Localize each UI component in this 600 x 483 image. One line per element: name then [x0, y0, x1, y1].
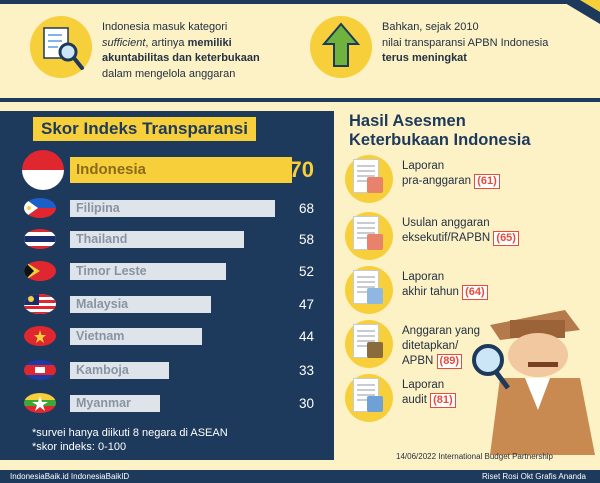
- score-bar: [70, 362, 169, 379]
- assessment-text: Anggaran yang ditetapkan/APBN (89): [402, 325, 481, 369]
- flag-icon: [24, 294, 56, 314]
- flag-icon: [24, 393, 56, 413]
- assessment-item: Laporan akhir tahun (64): [345, 266, 525, 316]
- document-icon: [345, 266, 393, 314]
- country-label: Filipina: [76, 201, 120, 215]
- country-label: Thailand: [76, 232, 128, 246]
- assessment-item: Anggaran yang ditetapkan/APBN (89): [345, 320, 525, 370]
- assessment-score: (81): [430, 393, 456, 408]
- info-card-increasing: Bahkan, sejak 2010 nilai transparansi AP…: [310, 16, 590, 78]
- flag-icon: [24, 360, 56, 380]
- document-icon: [345, 212, 393, 260]
- info-text-accountability: Indonesia masuk kategori sufficient, art…: [102, 21, 260, 80]
- score-row-malaysia: Malaysia 47: [24, 293, 314, 315]
- score-bar: [70, 200, 275, 217]
- assessment-item: Usulan anggaran eksekutif/RAPBN (65): [345, 212, 525, 262]
- score-bar: [70, 328, 202, 345]
- source-caption: 14/06/2022 International Budget Partners…: [396, 452, 554, 461]
- assessment-item: Laporan audit (81): [345, 374, 525, 424]
- country-label: Vietnam: [76, 329, 125, 343]
- flag-icon: [24, 326, 56, 346]
- footnote-scale: *skor indeks: 0-100: [32, 441, 127, 453]
- assessment-text: Usulan anggaran eksekutif/RAPBN (65): [402, 216, 519, 246]
- score-row-myanmar: Myanmar 30: [24, 392, 314, 414]
- flag-icon: [24, 229, 56, 249]
- document-icon: [345, 374, 393, 422]
- top-stripe: [0, 0, 600, 4]
- info-card-accountability: Indonesia masuk kategori sufficient, art…: [30, 16, 300, 82]
- score-bar: [70, 157, 292, 183]
- assessment-title: Hasil Asesmen Keterbukaan Indonesia: [349, 112, 531, 149]
- detective-illustration: [472, 310, 595, 455]
- score-value: 44: [298, 329, 314, 344]
- footer-credits: Riset Rosi Okt Grafis Ananda: [481, 472, 586, 481]
- assessment-item: Laporan pra-anggaran (61): [345, 155, 525, 205]
- assessment-text: Laporan pra-anggaran (61): [402, 159, 500, 189]
- score-bar: [70, 263, 226, 280]
- score-value: 70: [289, 157, 314, 182]
- footer-social[interactable]: IndonesiaBaik.id IndonesiaBaikID: [10, 472, 130, 481]
- score-value: 58: [298, 232, 314, 247]
- footnote-survey: *survei hanya diikuti 8 negara di ASEAN: [32, 427, 228, 439]
- score-bar: [70, 231, 244, 248]
- country-label: Malaysia: [76, 297, 129, 311]
- corner-decoration: [560, 0, 600, 24]
- flag-icon: [24, 198, 56, 218]
- score-row-thailand: Thailand 58: [24, 228, 314, 250]
- section-divider: [0, 98, 600, 102]
- info-text-increasing: Bahkan, sejak 2010 nilai transparansi AP…: [382, 21, 549, 64]
- flag-icon: [22, 150, 64, 190]
- score-row-kamboja: Kamboja 33: [24, 359, 314, 381]
- score-value: 33: [298, 363, 314, 378]
- score-bar: [70, 395, 160, 412]
- country-label: Indonesia: [76, 161, 147, 178]
- assessment-score: (89): [436, 354, 463, 369]
- score-value: 30: [298, 396, 314, 411]
- flag-icon: [24, 261, 56, 281]
- document-icon: [345, 155, 393, 203]
- assessment-text: Laporan akhir tahun (64): [402, 270, 488, 300]
- country-label: Myanmar: [76, 396, 131, 410]
- assessment-score: (61): [474, 174, 500, 189]
- country-label: Kamboja: [76, 363, 129, 377]
- score-row-timor-leste: Timor Leste 52: [24, 260, 314, 282]
- assessment-text: Laporan audit (81): [402, 378, 456, 408]
- document-icon: [345, 320, 393, 368]
- score-bar: [70, 296, 211, 313]
- score-row-indonesia: Indonesia 70: [22, 150, 314, 190]
- magnifier-document-icon: [30, 16, 92, 78]
- assessment-score: (65): [493, 231, 519, 246]
- score-value: 47: [298, 297, 314, 312]
- footer-bar: IndonesiaBaik.id IndonesiaBaikID Riset R…: [0, 470, 600, 483]
- score-row-filipina: Filipina 68: [24, 197, 314, 219]
- score-row-vietnam: Vietnam 44: [24, 325, 314, 347]
- up-arrow-icon: [310, 16, 372, 78]
- score-value: 52: [298, 264, 314, 279]
- assessment-score: (64): [462, 285, 488, 300]
- score-value: 68: [298, 201, 314, 216]
- panel-title: Skor Indeks Transparansi: [33, 117, 256, 141]
- country-label: Timor Leste: [76, 264, 147, 278]
